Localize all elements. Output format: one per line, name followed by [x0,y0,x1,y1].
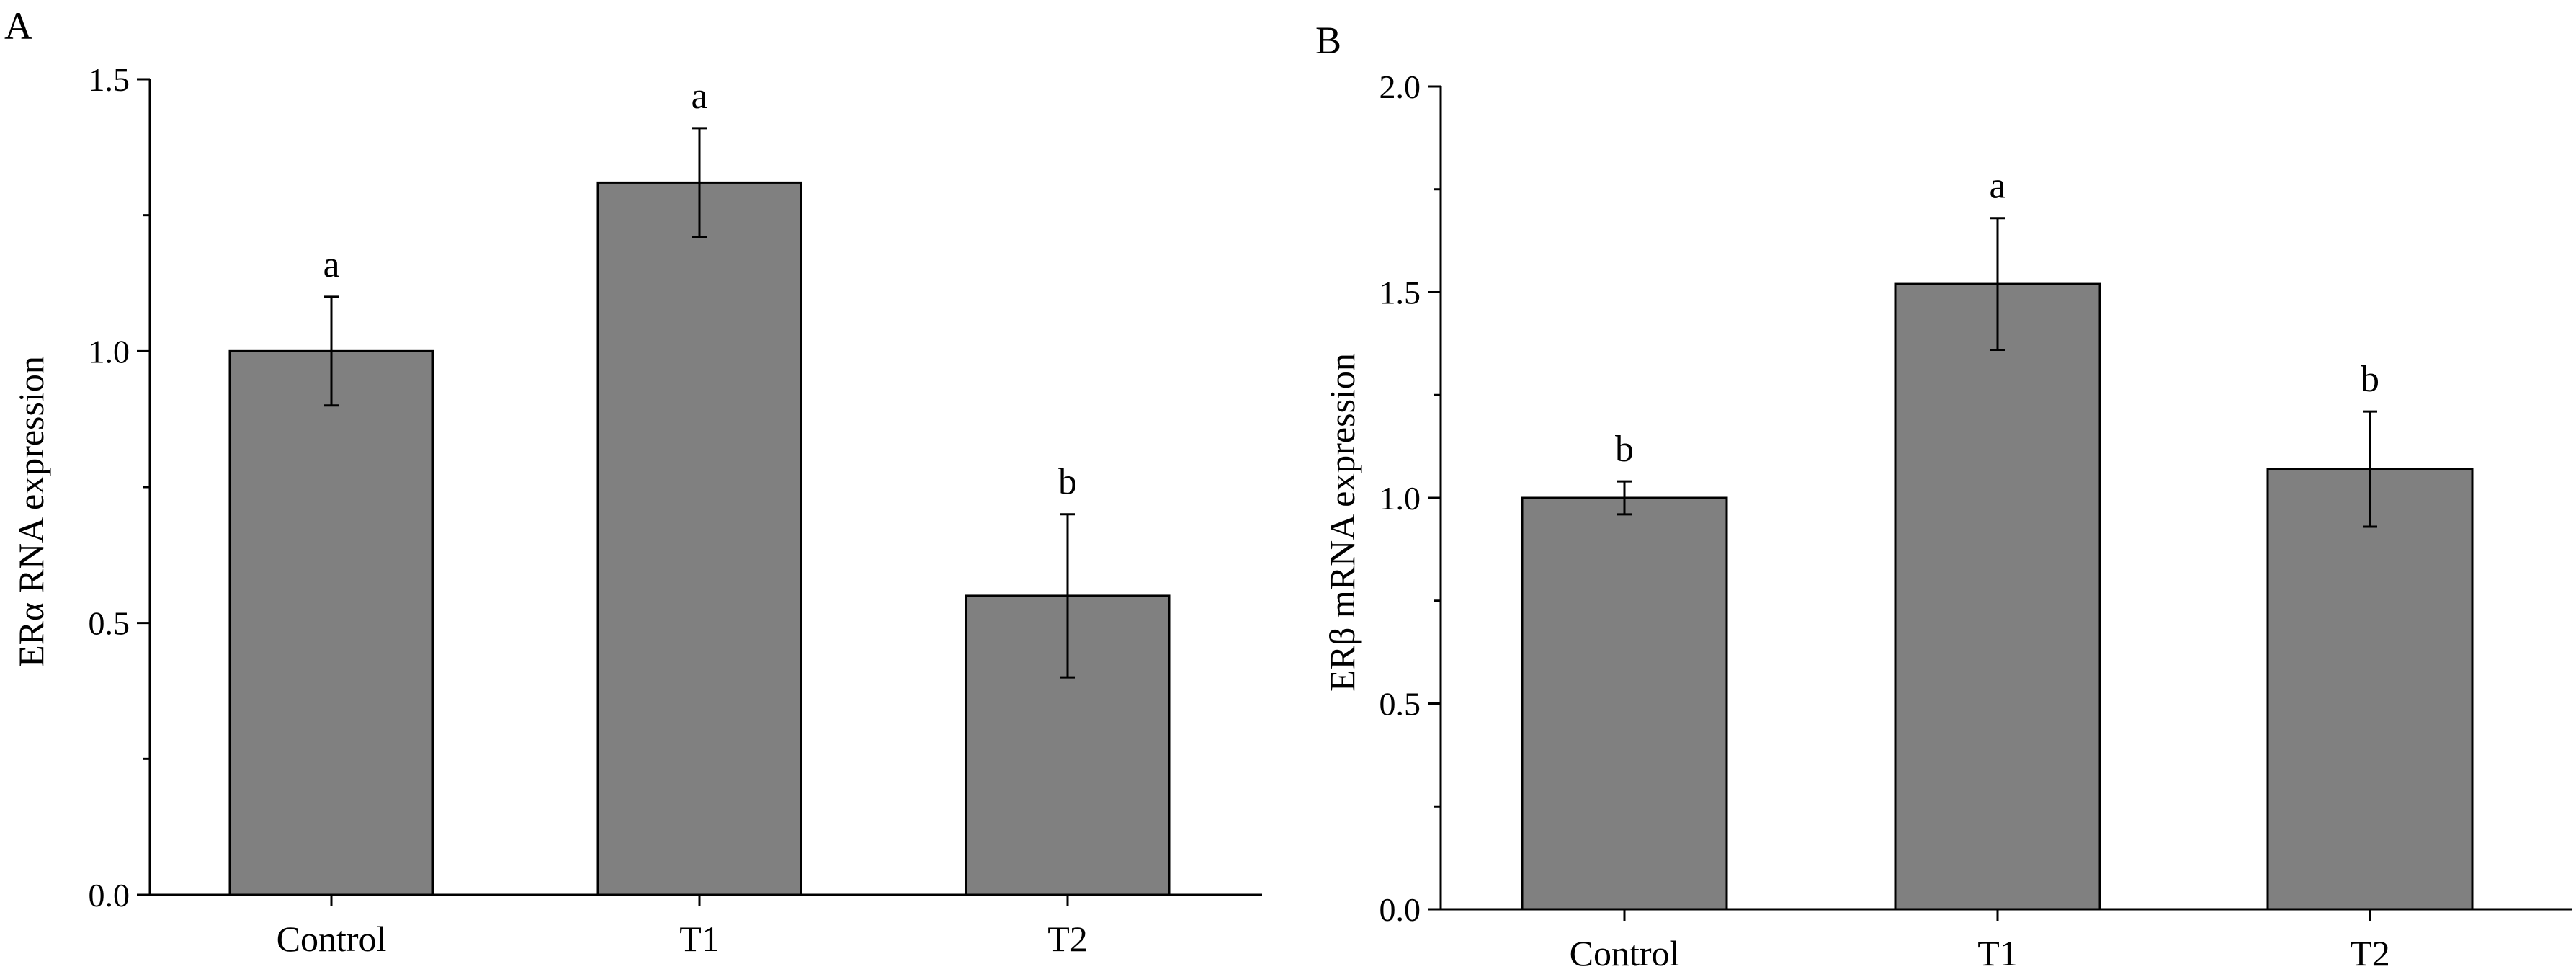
y-tick-label: 1.5 [89,61,130,98]
y-tick-label: 1.0 [89,333,130,370]
x-tick-label-t2: T2 [1047,919,1088,959]
bar-t1 [596,181,802,896]
significance-label-control: a [323,244,339,285]
bar-control [228,349,434,896]
y-tick-label: 0.5 [1379,686,1421,723]
bar-control [1521,496,1728,911]
bar-t1 [1894,282,2101,911]
panel-b-label: B [1315,19,1341,62]
error-bar-t1 [692,127,707,238]
significance-label-t1: a [1989,166,2005,207]
x-tick-label-t1: T1 [1977,933,2018,973]
panel-a-marks: a a b [228,76,1171,896]
panel-b-marks: b a b [1521,166,2474,911]
panel-a-tick-labels: Control T1 T2 0.0 0.5 1.0 1.5 [89,61,1088,959]
y-tick-label: 1.0 [1379,480,1421,517]
significance-label-t2: b [2361,359,2379,400]
panel-a-y-axis-title: ERα RNA expression [11,356,51,667]
significance-label-t2: b [1058,462,1077,503]
panel-a: A ERα RNA expression a a b Control T1 T2 0.0 0… [4,4,1262,959]
axis-lines [137,78,1262,906]
panel-b: B ERβ mRNA expression b a b Control T1 T2 0.0… [1315,19,2572,973]
y-tick-label: 1.5 [1379,275,1421,311]
error-bar-t2 [2363,410,2377,528]
panel-b-y-axis-title: ERβ mRNA expression [1322,353,1362,692]
x-tick-label-control: Control [277,919,387,959]
panel-b-tick-labels: Control T1 T2 0.0 0.5 1.0 1.5 2.0 [1379,68,2390,973]
error-bar-t1 [1990,217,2005,351]
x-tick-label-t2: T2 [2350,933,2390,973]
axis-lines [1428,85,2572,921]
y-tick-label: 0.5 [89,605,130,642]
y-tick-label: 2.0 [1379,68,1421,105]
error-bar-control [324,295,339,407]
x-tick-label-control: Control [1570,933,1680,973]
panel-a-label: A [4,4,32,48]
panel-a-axes [137,78,1262,906]
significance-label-control: b [1615,429,1634,470]
bar-t2 [2266,468,2474,911]
error-bar-control [1617,480,1632,516]
y-tick-label: 0.0 [89,877,130,914]
error-bar-t2 [1060,513,1075,679]
significance-label-t1: a [691,76,707,117]
panel-b-axes [1428,85,2572,921]
x-tick-label-t1: T1 [679,919,720,959]
y-tick-label: 0.0 [1379,891,1421,928]
